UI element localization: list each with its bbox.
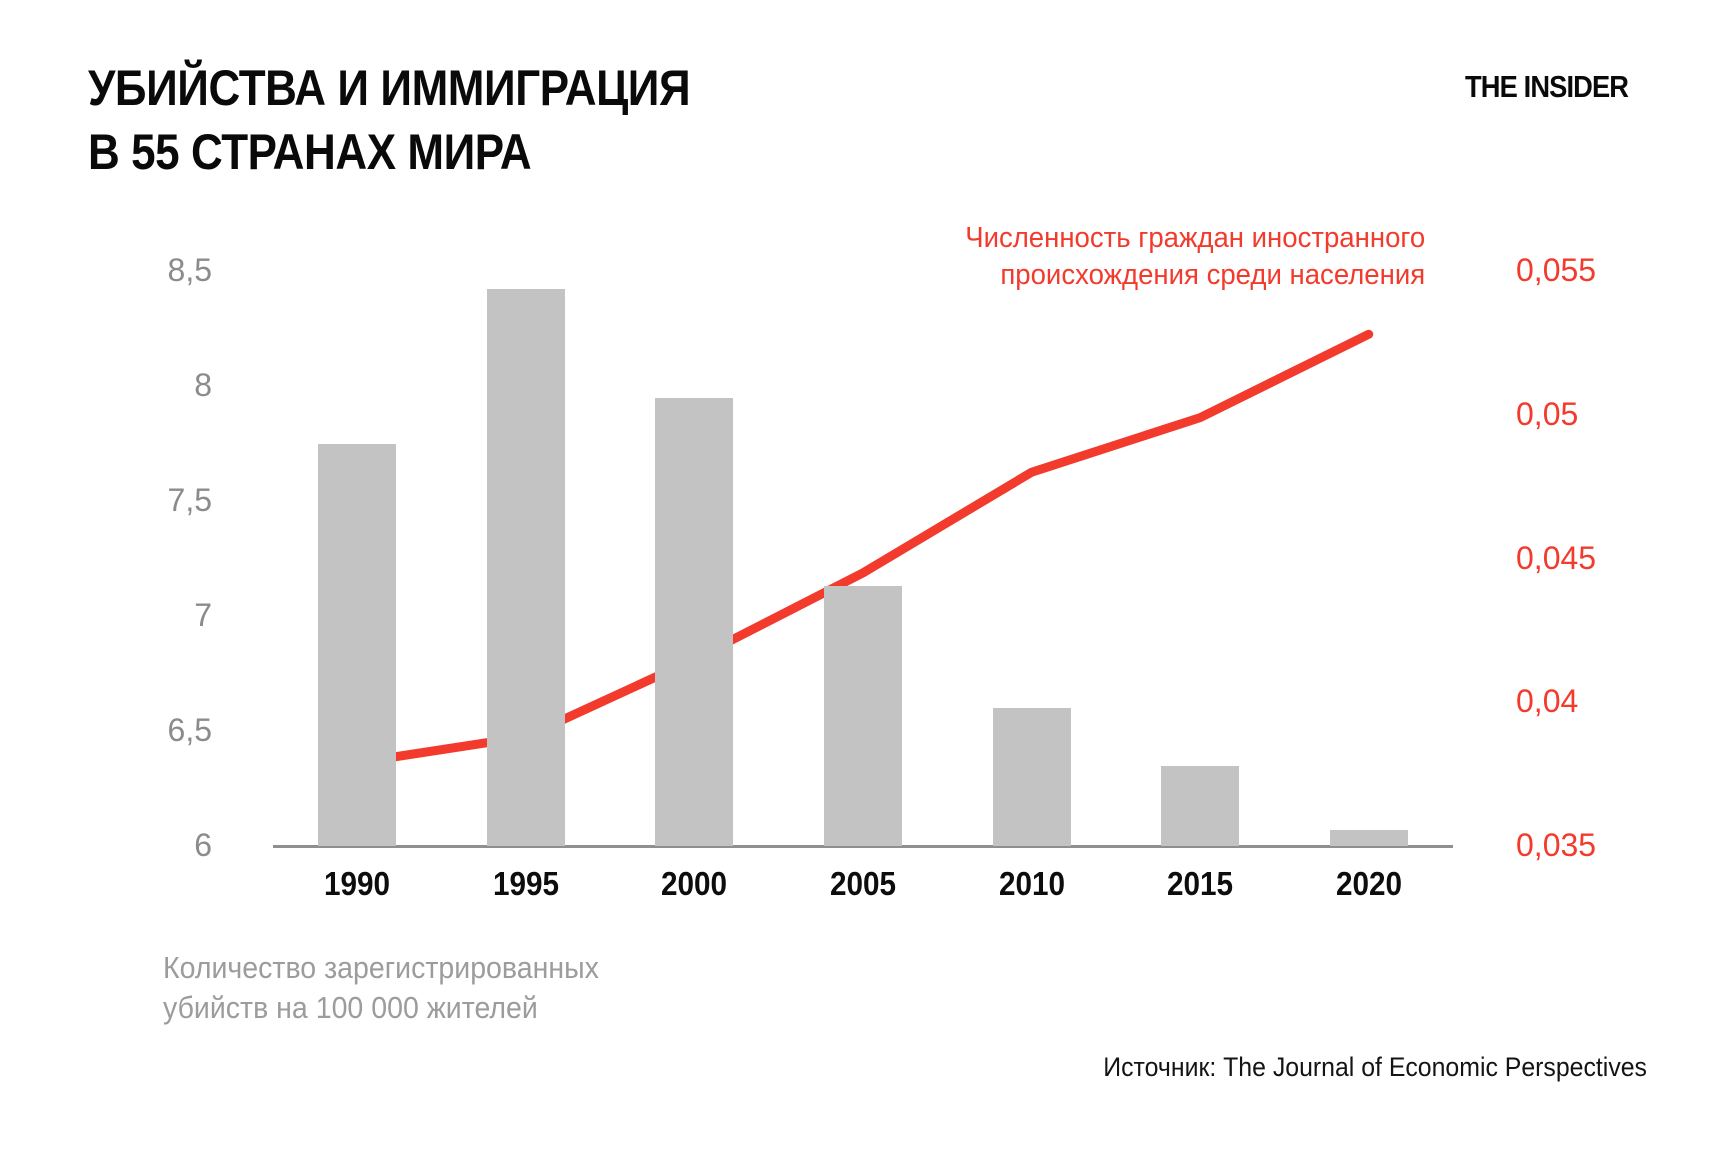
x-axis-label-2020: 2020 (1335, 865, 1402, 902)
x-axis-label-1990: 1990 (324, 865, 391, 902)
x-axis-line (273, 845, 1453, 848)
line-series-legend: Численность граждан иностранного происхо… (965, 220, 1425, 294)
x-axis-label-2010: 2010 (998, 865, 1065, 902)
source-credit: Источник: The Journal of Economic Perspe… (1103, 1052, 1647, 1082)
bar-series-caption: Количество зарегистрированных убийств на… (163, 948, 599, 1028)
y-axis-left-tick-8: 8 (194, 367, 212, 403)
x-axis-label-2005: 2005 (829, 865, 897, 902)
y-axis-left-tick-6: 6 (194, 827, 212, 863)
bar-2000 (655, 397, 734, 846)
bar-1995 (486, 289, 565, 846)
y-axis-left-tick-7,5: 7,5 (167, 482, 212, 518)
y-axis-right-tick-0,055: 0,055 (1516, 252, 1597, 288)
bar-2020 (1329, 829, 1408, 846)
y-axis-right-tick-0,05: 0,05 (1516, 395, 1579, 432)
x-axis-label-1995: 1995 (492, 865, 559, 902)
x-axis-label-2015: 2015 (1167, 865, 1234, 902)
y-axis-left-tick-7: 7 (194, 597, 212, 633)
bar-series-caption-line1: Количество зарегистрированных (163, 950, 599, 985)
page-title: УБИЙСТВА И ИММИГРАЦИЯ В 55 СТРАНАХ МИРА (88, 56, 691, 184)
bar-1990 (318, 443, 397, 846)
x-axis-label-2000: 2000 (661, 865, 728, 902)
y-axis-right-tick-0,045: 0,045 (1516, 539, 1597, 576)
bar-2005 (824, 586, 902, 846)
page-title-line2: В 55 СТРАНАХ МИРА (88, 124, 532, 180)
line-series-legend-line2: происхождения среди населения (1000, 259, 1425, 291)
y-axis-left-tick-6,5: 6,5 (167, 712, 212, 748)
bar-series-caption-line2: убийств на 100 000 жителей (163, 990, 538, 1025)
y-axis-right-tick-0,035: 0,035 (1516, 827, 1597, 863)
page-title-line1: УБИЙСТВА И ИММИГРАЦИЯ (88, 60, 691, 116)
brand-logo: THE INSIDER (1465, 69, 1629, 104)
line-series-legend-line1: Численность граждан иностранного (965, 222, 1425, 254)
bar-2015 (1161, 765, 1240, 846)
bar-2010 (992, 708, 1071, 846)
y-axis-right-tick-0,04: 0,04 (1516, 683, 1579, 720)
y-axis-left-tick-8,5: 8,5 (167, 252, 212, 288)
